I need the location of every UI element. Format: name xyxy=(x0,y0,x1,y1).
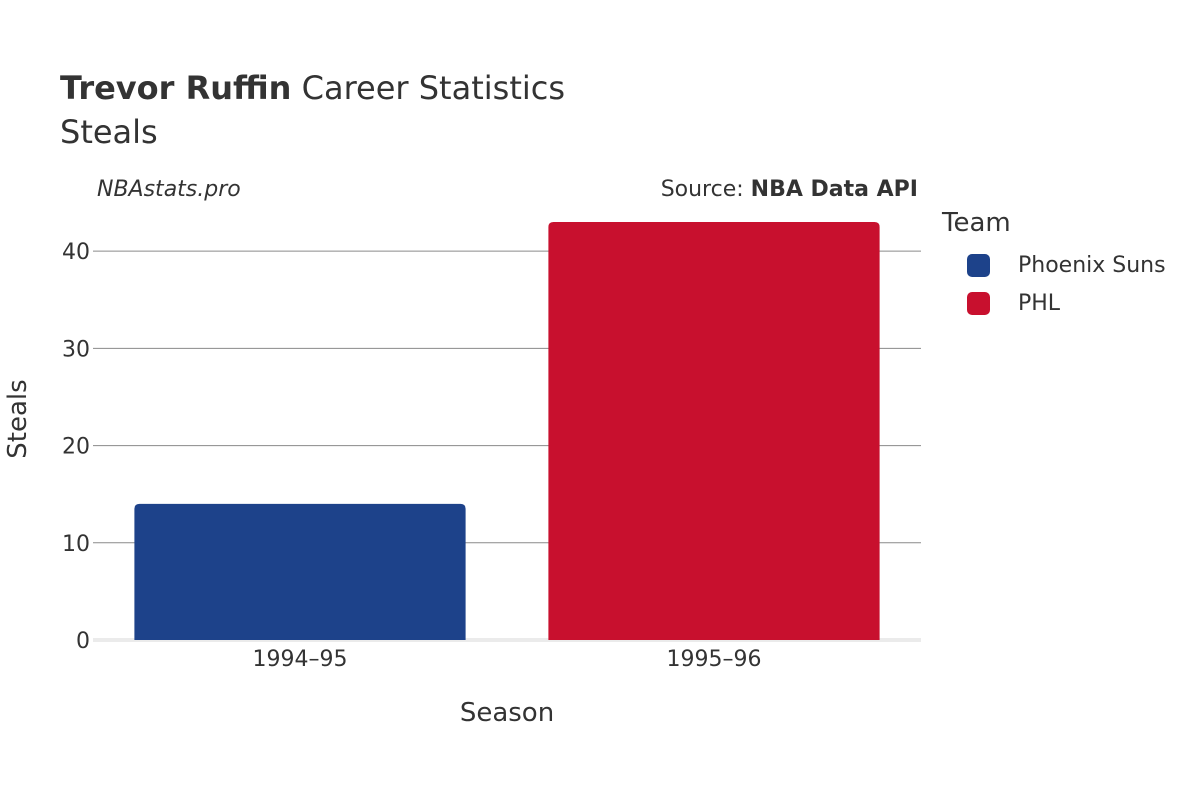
source-name: NBA Data API xyxy=(750,177,918,202)
source-prefix: Source: xyxy=(660,177,751,202)
x-axis-ticks: 1994–95 1995–96 xyxy=(253,647,762,672)
bar-phl[interactable] xyxy=(548,222,880,640)
y-axis-ticks: 0 10 20 30 40 xyxy=(62,240,90,654)
title-suffix: Career Statistics xyxy=(291,69,566,107)
player-name: Trevor Ruffin xyxy=(60,69,292,107)
bar-phoenix-suns[interactable] xyxy=(134,503,466,640)
legend-items: Phoenix Suns PHL xyxy=(942,246,1166,322)
chart-subtitle: Steals xyxy=(60,113,158,151)
y-tick-label: 10 xyxy=(62,532,90,557)
x-axis-title: Season xyxy=(460,698,554,728)
x-tick-label: 1994–95 xyxy=(253,647,348,672)
chart-title: Trevor Ruffin Career Statistics xyxy=(60,68,565,108)
watermark: NBAstats.pro xyxy=(97,177,241,202)
y-tick-label: 0 xyxy=(76,629,90,654)
legend-title: Team xyxy=(942,208,1011,238)
y-axis-title: Steals xyxy=(3,379,33,458)
y-tick-label: 30 xyxy=(62,337,90,362)
source-credit: Source: NBA Data API xyxy=(661,177,918,202)
y-tick-label: 20 xyxy=(62,435,90,460)
legend: Team Phoenix Suns PHL xyxy=(942,208,1166,322)
legend-label: Phoenix Suns xyxy=(1018,252,1166,278)
legend-swatch xyxy=(967,291,990,315)
legend-item[interactable]: Phoenix Suns xyxy=(942,246,1166,284)
legend-item[interactable]: PHL xyxy=(942,284,1166,322)
legend-swatch xyxy=(967,253,990,277)
x-tick-label: 1995–96 xyxy=(667,647,762,672)
legend-label: PHL xyxy=(1018,290,1061,316)
bars xyxy=(134,222,880,640)
y-tick-label: 40 xyxy=(62,240,90,265)
